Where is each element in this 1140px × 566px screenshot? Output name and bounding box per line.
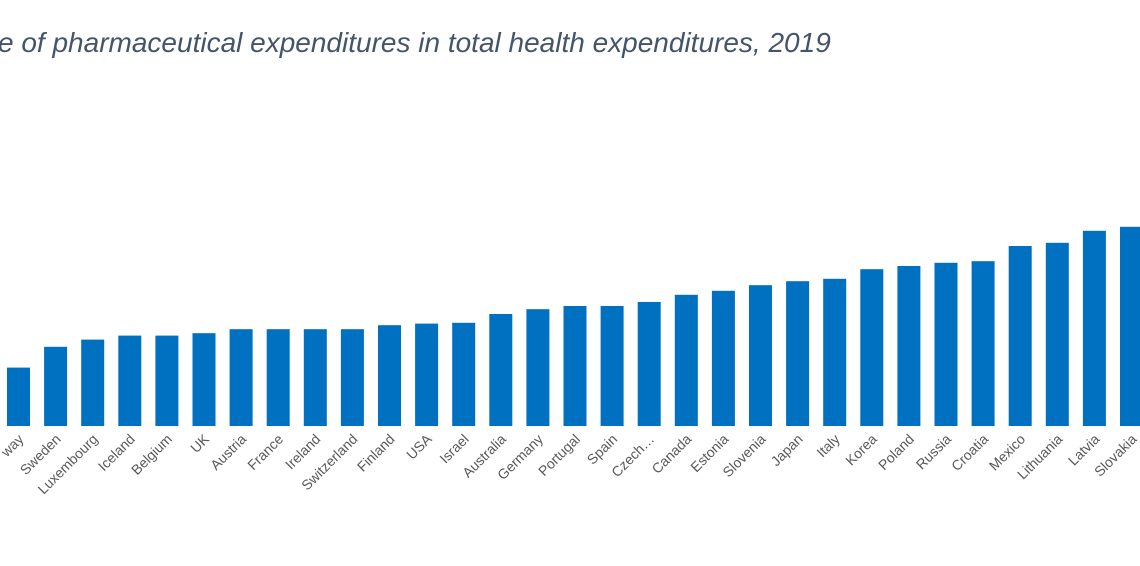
x-tick-label: USA	[403, 430, 435, 462]
x-tick-label: Poland	[875, 431, 917, 473]
bar	[749, 285, 772, 426]
chart-title: e of pharmaceutical expenditures in tota…	[0, 27, 831, 58]
x-tick-label: Finland	[354, 431, 398, 475]
x-tick-label: Croatia	[948, 431, 991, 474]
x-tick-label: Korea	[842, 431, 880, 469]
bar	[1082, 230, 1106, 426]
x-tick-label: France	[244, 431, 286, 473]
x-tick-label: way	[0, 431, 27, 461]
bar	[1045, 242, 1069, 426]
bar	[860, 269, 884, 426]
x-tick-label: Russia	[913, 431, 955, 473]
bar	[118, 335, 142, 426]
bar	[303, 329, 327, 426]
bar	[229, 329, 253, 426]
x-tick-label: Austria	[207, 431, 249, 473]
x-tick-label: Japan	[767, 431, 805, 469]
bar	[266, 329, 290, 426]
bar	[378, 325, 401, 426]
bar	[7, 367, 30, 426]
bar	[192, 333, 216, 426]
x-tick-label: Portugal	[535, 431, 583, 479]
bar	[674, 294, 698, 426]
bar	[415, 323, 439, 426]
bar	[81, 339, 105, 426]
bar	[934, 262, 958, 426]
bar	[600, 306, 624, 426]
bar	[44, 346, 68, 426]
bar	[489, 314, 513, 426]
x-tick-label: UK	[187, 430, 213, 456]
bar	[971, 261, 995, 426]
bar	[526, 309, 550, 426]
bar	[637, 302, 661, 426]
bar	[1008, 246, 1032, 426]
bar	[823, 278, 847, 426]
x-tick-label: Italy	[813, 431, 842, 460]
bar	[340, 329, 364, 426]
x-tick-label: Belgium	[128, 431, 175, 478]
bar	[786, 281, 810, 426]
bar	[452, 322, 476, 426]
bar	[1120, 226, 1140, 426]
bar	[563, 306, 587, 426]
bar	[897, 266, 921, 426]
x-tick-label: Canada	[648, 431, 694, 477]
bar	[711, 290, 735, 426]
bar	[155, 335, 179, 426]
